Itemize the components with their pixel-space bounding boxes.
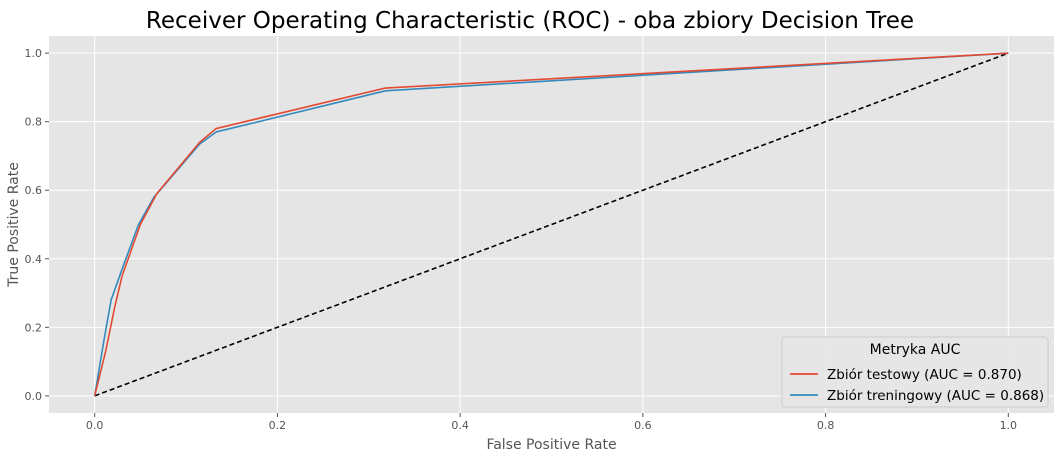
x-tick-label: 0.2 [269,419,287,432]
x-tick-label: 0.6 [634,419,652,432]
y-tick-label: 0.4 [25,253,43,266]
legend-title: Metryka AUC [870,342,961,358]
roc-curve [93,52,1009,397]
legend: Metryka AUC Zbiór testowy (AUC = 0.870)Z… [781,336,1049,408]
x-tick-label: 1.0 [1000,419,1018,432]
axis-ticks: 0.0 0.2 0.4 0.6 0.8 1.0 0.0 0.2 0.4 0.6 0.8 1.0 [25,47,1018,432]
roc-curve [93,52,1009,396]
series-lines [93,52,1009,397]
y-tick-label: 0.6 [25,184,43,197]
chance-line [94,52,1009,397]
chart-title: Receiver Operating Characteristic (ROC) … [146,8,914,34]
x-tick-label: 0.4 [451,419,469,432]
legend-items: Zbiór testowy (AUC = 0.870) Zbiór trening… [790,367,1044,404]
x-tick-label: 0.0 [86,419,104,432]
y-axis-label: True Positive Rate [6,162,22,288]
legend-label: Zbiór treningowy (AUC = 0.868) [827,388,1044,404]
legend-label: Zbiór testowy (AUC = 0.870) [827,367,1022,383]
y-tick-label: 1.0 [25,47,43,60]
y-tick-label: 0.8 [25,116,43,129]
x-axis-label: False Positive Rate [486,437,616,453]
y-tick-label: 0.2 [25,321,43,334]
legend-box [781,336,1049,408]
x-tick-label: 0.8 [817,419,835,432]
y-tick-label: 0.0 [25,390,43,403]
